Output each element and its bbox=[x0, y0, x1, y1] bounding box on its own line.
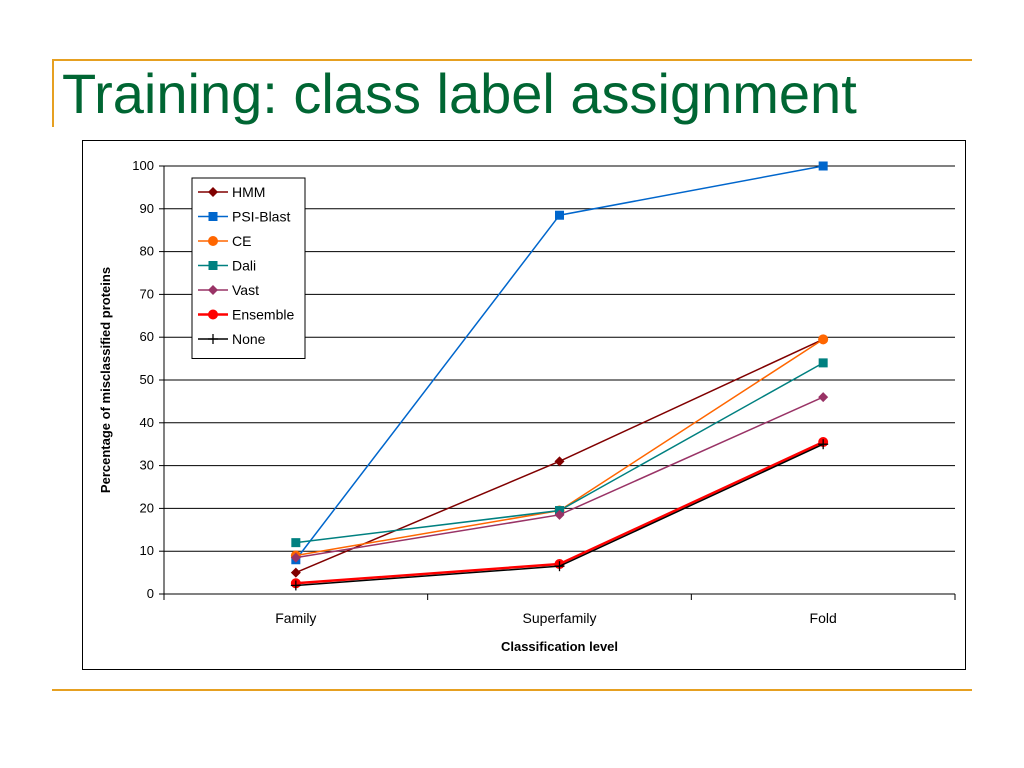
data-point-vast bbox=[818, 392, 829, 403]
legend-item-psi-blast: PSI-Blast bbox=[198, 209, 290, 225]
y-tick-label: 60 bbox=[140, 329, 154, 344]
legend-swatch-marker bbox=[208, 261, 218, 270]
legend-item-hmm: HMM bbox=[198, 184, 265, 200]
x-tick-labels: Family Superfamily Fold bbox=[275, 610, 837, 626]
data-point-hmm bbox=[554, 456, 565, 467]
x-tick-label: Fold bbox=[810, 610, 837, 626]
y-tick-label: 90 bbox=[140, 201, 154, 216]
data-point-dali bbox=[818, 358, 828, 368]
x-tick-label: Superfamily bbox=[523, 610, 597, 626]
legend-label: None bbox=[232, 331, 266, 347]
legend-label: Vast bbox=[232, 282, 259, 298]
data-point-psi-blast bbox=[555, 210, 564, 220]
line-chart: 0 10 20 30 40 50 60 70 80 90 100 Family Superfamily… bbox=[98, 158, 956, 654]
data-point-vast bbox=[554, 509, 565, 520]
legend-swatch-marker bbox=[208, 236, 218, 246]
data-point-dali bbox=[291, 538, 301, 548]
series-vast bbox=[290, 392, 829, 563]
data-point-vast bbox=[290, 552, 301, 563]
series-ce bbox=[290, 334, 829, 561]
data-point-none bbox=[818, 439, 829, 450]
chart-frame: 0 10 20 30 40 50 60 70 80 90 100 Family Superfamily… bbox=[82, 140, 966, 670]
y-tick-label: 40 bbox=[140, 415, 154, 430]
legend-item-dali: Dali bbox=[198, 258, 256, 274]
data-point-psi-blast bbox=[818, 161, 828, 171]
y-axis-label: Percentage of misclassified proteins bbox=[98, 267, 113, 493]
legend-item-vast: Vast bbox=[198, 282, 259, 298]
legend-label: Dali bbox=[232, 258, 256, 274]
data-point-none bbox=[290, 580, 301, 591]
data-point-ce bbox=[818, 334, 829, 345]
series-none bbox=[290, 439, 829, 591]
legend-swatch-marker bbox=[208, 285, 218, 295]
y-tick-label: 30 bbox=[140, 458, 154, 473]
y-tick-label: 80 bbox=[140, 244, 154, 259]
y-tick-label: 70 bbox=[140, 286, 154, 301]
legend-swatch-marker bbox=[208, 212, 218, 221]
series-layer bbox=[290, 161, 829, 591]
y-tick-label: 100 bbox=[132, 158, 154, 173]
y-tick-label: 0 bbox=[147, 586, 154, 601]
legend-swatch-marker bbox=[208, 334, 218, 344]
legend-label: Ensemble bbox=[232, 307, 294, 323]
legend-swatch-marker bbox=[208, 187, 218, 197]
title-top-rule bbox=[52, 59, 972, 61]
data-point-hmm bbox=[290, 567, 301, 578]
legend-item-ensemble: Ensemble bbox=[198, 307, 294, 323]
legend-swatch-marker bbox=[208, 309, 218, 320]
y-tick-label: 50 bbox=[140, 372, 154, 387]
axes bbox=[159, 165, 956, 600]
y-tick-label: 10 bbox=[140, 543, 154, 558]
data-point-none bbox=[554, 561, 565, 572]
legend-label: PSI-Blast bbox=[232, 209, 290, 225]
series-line-psi-blast bbox=[295, 165, 824, 561]
series-hmm bbox=[290, 334, 829, 578]
series-line-ce bbox=[295, 338, 824, 557]
x-axis-label: Classification level bbox=[501, 639, 618, 654]
legend: HMM PSI-Blast CE Dali Vast Ensemble None bbox=[191, 177, 306, 359]
title-side-rule bbox=[52, 59, 54, 127]
series-psi-blast bbox=[291, 161, 828, 565]
y-tick-label: 20 bbox=[140, 500, 154, 515]
legend-item-ce: CE bbox=[198, 233, 251, 249]
slide-title: Training: class label assignment bbox=[62, 62, 857, 125]
legend-item-none: None bbox=[198, 331, 266, 347]
y-tick-labels: 0 10 20 30 40 50 60 70 80 90 100 bbox=[132, 158, 154, 601]
legend-label: CE bbox=[232, 233, 251, 249]
legend-label: HMM bbox=[232, 184, 265, 200]
footer-rule bbox=[52, 689, 972, 691]
x-tick-label: Family bbox=[275, 610, 316, 626]
